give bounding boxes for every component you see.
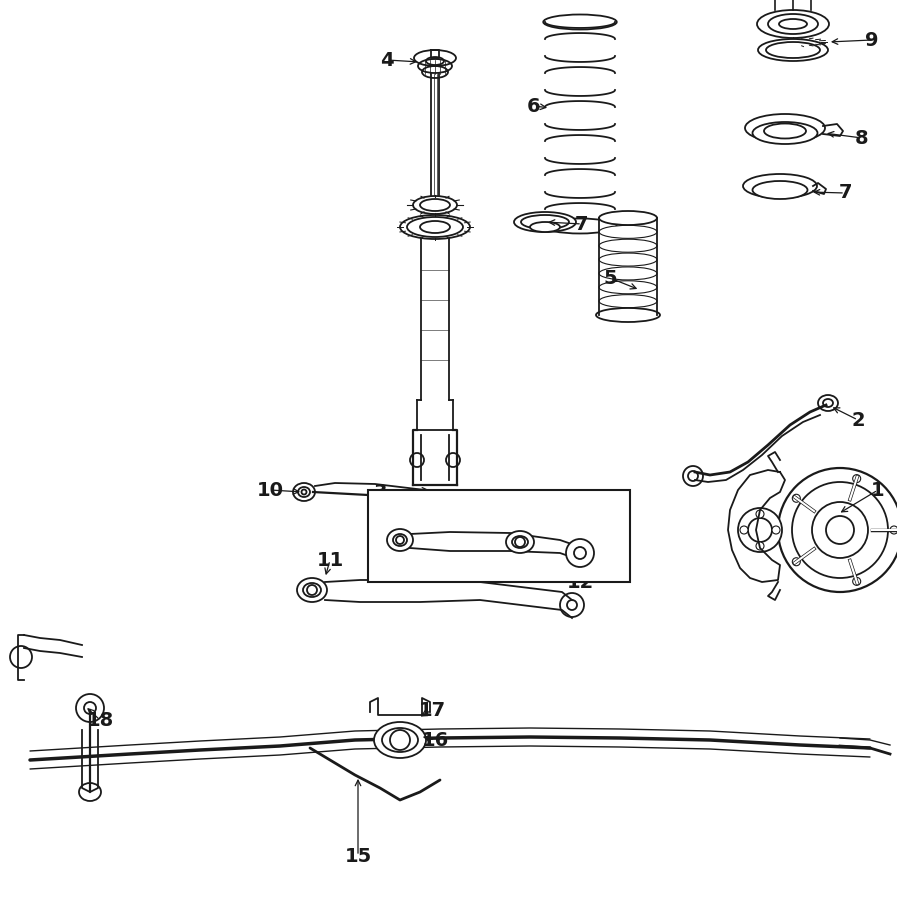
Circle shape bbox=[756, 510, 764, 518]
Circle shape bbox=[76, 694, 104, 722]
Ellipse shape bbox=[766, 42, 820, 58]
Ellipse shape bbox=[599, 294, 657, 308]
Circle shape bbox=[307, 585, 317, 595]
Circle shape bbox=[772, 526, 780, 534]
Circle shape bbox=[458, 496, 466, 504]
Ellipse shape bbox=[420, 221, 450, 233]
Ellipse shape bbox=[599, 239, 657, 252]
Ellipse shape bbox=[599, 267, 657, 280]
Circle shape bbox=[574, 547, 586, 559]
Circle shape bbox=[567, 600, 577, 610]
Ellipse shape bbox=[599, 225, 657, 238]
Text: 11: 11 bbox=[317, 551, 344, 570]
Circle shape bbox=[683, 466, 703, 486]
Ellipse shape bbox=[393, 534, 407, 546]
Circle shape bbox=[853, 474, 861, 482]
Text: 13: 13 bbox=[426, 561, 454, 580]
Circle shape bbox=[792, 558, 800, 566]
Circle shape bbox=[390, 730, 410, 750]
Ellipse shape bbox=[512, 536, 528, 548]
Circle shape bbox=[812, 502, 868, 558]
Text: 12: 12 bbox=[566, 572, 594, 591]
Ellipse shape bbox=[599, 253, 657, 266]
Circle shape bbox=[853, 578, 861, 585]
Circle shape bbox=[84, 702, 96, 714]
Ellipse shape bbox=[768, 14, 818, 34]
Ellipse shape bbox=[400, 215, 470, 239]
Text: 17: 17 bbox=[418, 700, 446, 719]
Ellipse shape bbox=[544, 219, 617, 233]
Ellipse shape bbox=[374, 722, 426, 758]
Circle shape bbox=[826, 516, 854, 544]
Text: 18: 18 bbox=[86, 710, 114, 730]
Circle shape bbox=[890, 526, 897, 534]
Ellipse shape bbox=[823, 399, 833, 407]
Text: 8: 8 bbox=[855, 129, 869, 148]
Circle shape bbox=[756, 542, 764, 550]
Text: 3: 3 bbox=[373, 482, 387, 501]
Ellipse shape bbox=[779, 19, 807, 29]
Ellipse shape bbox=[758, 39, 828, 61]
Ellipse shape bbox=[599, 281, 657, 293]
Ellipse shape bbox=[764, 123, 806, 139]
Ellipse shape bbox=[757, 10, 829, 38]
Circle shape bbox=[748, 518, 772, 542]
Circle shape bbox=[688, 471, 698, 481]
Ellipse shape bbox=[818, 395, 838, 411]
Ellipse shape bbox=[298, 487, 310, 497]
Text: 15: 15 bbox=[344, 847, 371, 866]
Ellipse shape bbox=[596, 308, 660, 322]
Ellipse shape bbox=[407, 217, 463, 237]
Circle shape bbox=[792, 494, 800, 502]
Ellipse shape bbox=[745, 114, 825, 142]
Ellipse shape bbox=[514, 212, 576, 232]
Ellipse shape bbox=[599, 212, 657, 224]
Ellipse shape bbox=[521, 215, 569, 229]
Circle shape bbox=[740, 526, 748, 534]
Ellipse shape bbox=[382, 728, 418, 752]
FancyBboxPatch shape bbox=[368, 490, 630, 582]
Circle shape bbox=[453, 491, 471, 509]
Text: 4: 4 bbox=[380, 50, 394, 69]
Circle shape bbox=[396, 536, 404, 544]
Text: 7: 7 bbox=[839, 184, 852, 202]
Ellipse shape bbox=[303, 583, 321, 597]
Text: 14: 14 bbox=[554, 500, 581, 519]
Ellipse shape bbox=[599, 211, 657, 225]
Circle shape bbox=[792, 482, 888, 578]
Ellipse shape bbox=[530, 222, 560, 232]
Circle shape bbox=[566, 539, 594, 567]
Text: 5: 5 bbox=[603, 268, 617, 287]
Ellipse shape bbox=[293, 483, 315, 501]
Ellipse shape bbox=[743, 174, 817, 198]
Text: 10: 10 bbox=[257, 481, 283, 500]
Text: 16: 16 bbox=[422, 731, 448, 750]
Text: 9: 9 bbox=[866, 31, 879, 50]
Ellipse shape bbox=[753, 122, 817, 144]
Ellipse shape bbox=[301, 490, 307, 494]
Ellipse shape bbox=[753, 181, 807, 199]
Ellipse shape bbox=[387, 529, 413, 551]
Circle shape bbox=[446, 453, 460, 467]
Text: 7: 7 bbox=[575, 214, 588, 233]
Text: 6: 6 bbox=[527, 96, 541, 115]
Ellipse shape bbox=[544, 14, 617, 30]
Circle shape bbox=[560, 593, 584, 617]
Circle shape bbox=[10, 646, 32, 668]
Circle shape bbox=[515, 537, 525, 547]
Ellipse shape bbox=[79, 783, 101, 801]
Ellipse shape bbox=[297, 578, 327, 602]
Ellipse shape bbox=[599, 309, 657, 321]
Circle shape bbox=[410, 453, 424, 467]
Ellipse shape bbox=[506, 531, 534, 553]
Circle shape bbox=[778, 468, 897, 592]
Circle shape bbox=[738, 508, 782, 552]
Text: 2: 2 bbox=[851, 410, 865, 429]
Text: 1: 1 bbox=[871, 481, 884, 500]
